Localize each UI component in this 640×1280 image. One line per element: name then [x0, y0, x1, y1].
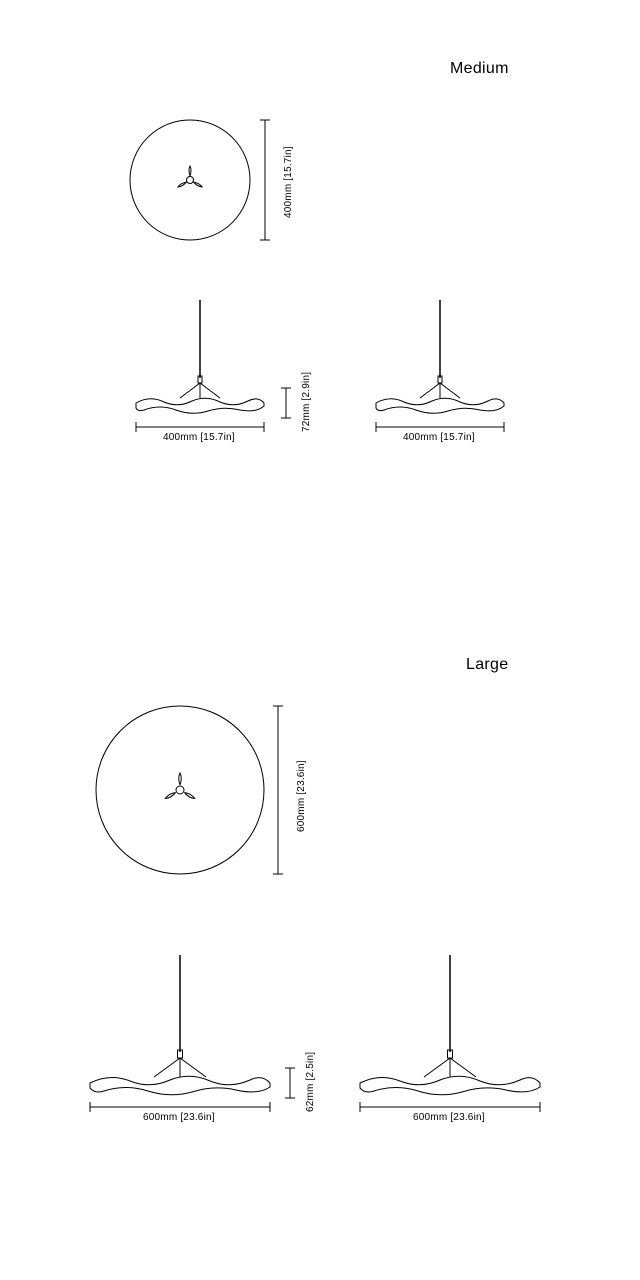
medium-side-left [128, 298, 272, 420]
medium-side-left-width-label: 400mm [15.7in] [163, 432, 235, 443]
large-side-left-width-label: 600mm [23.6in] [143, 1112, 215, 1123]
large-side-right [350, 950, 550, 1100]
large-side-right-width-dim [357, 1102, 543, 1112]
medium-top-dim-label: 400mm [15.7in] [283, 146, 294, 218]
large-top-view [86, 696, 274, 884]
medium-top-dim-line [260, 115, 272, 245]
large-side-left-width-dim [87, 1102, 273, 1112]
medium-side-right [368, 298, 512, 420]
section-title-medium: Medium [450, 60, 509, 78]
medium-side-right-width-label: 400mm [15.7in] [403, 432, 475, 443]
large-top-dim-line [273, 701, 285, 879]
medium-top-view [120, 110, 260, 250]
medium-side-left-width-dim [133, 422, 267, 432]
large-top-dim-label: 600mm [23.6in] [296, 760, 307, 832]
section-title-large: Large [466, 656, 508, 674]
medium-side-right-width-dim [373, 422, 507, 432]
medium-side-left-height-label: 72mm [2.9in] [301, 372, 312, 432]
large-side-left-height-label: 62mm [2.5in] [305, 1052, 316, 1112]
large-side-left [80, 950, 280, 1100]
large-side-left-height-dim [285, 1065, 297, 1101]
medium-side-left-height-dim [281, 385, 293, 421]
large-side-right-width-label: 600mm [23.6in] [413, 1112, 485, 1123]
